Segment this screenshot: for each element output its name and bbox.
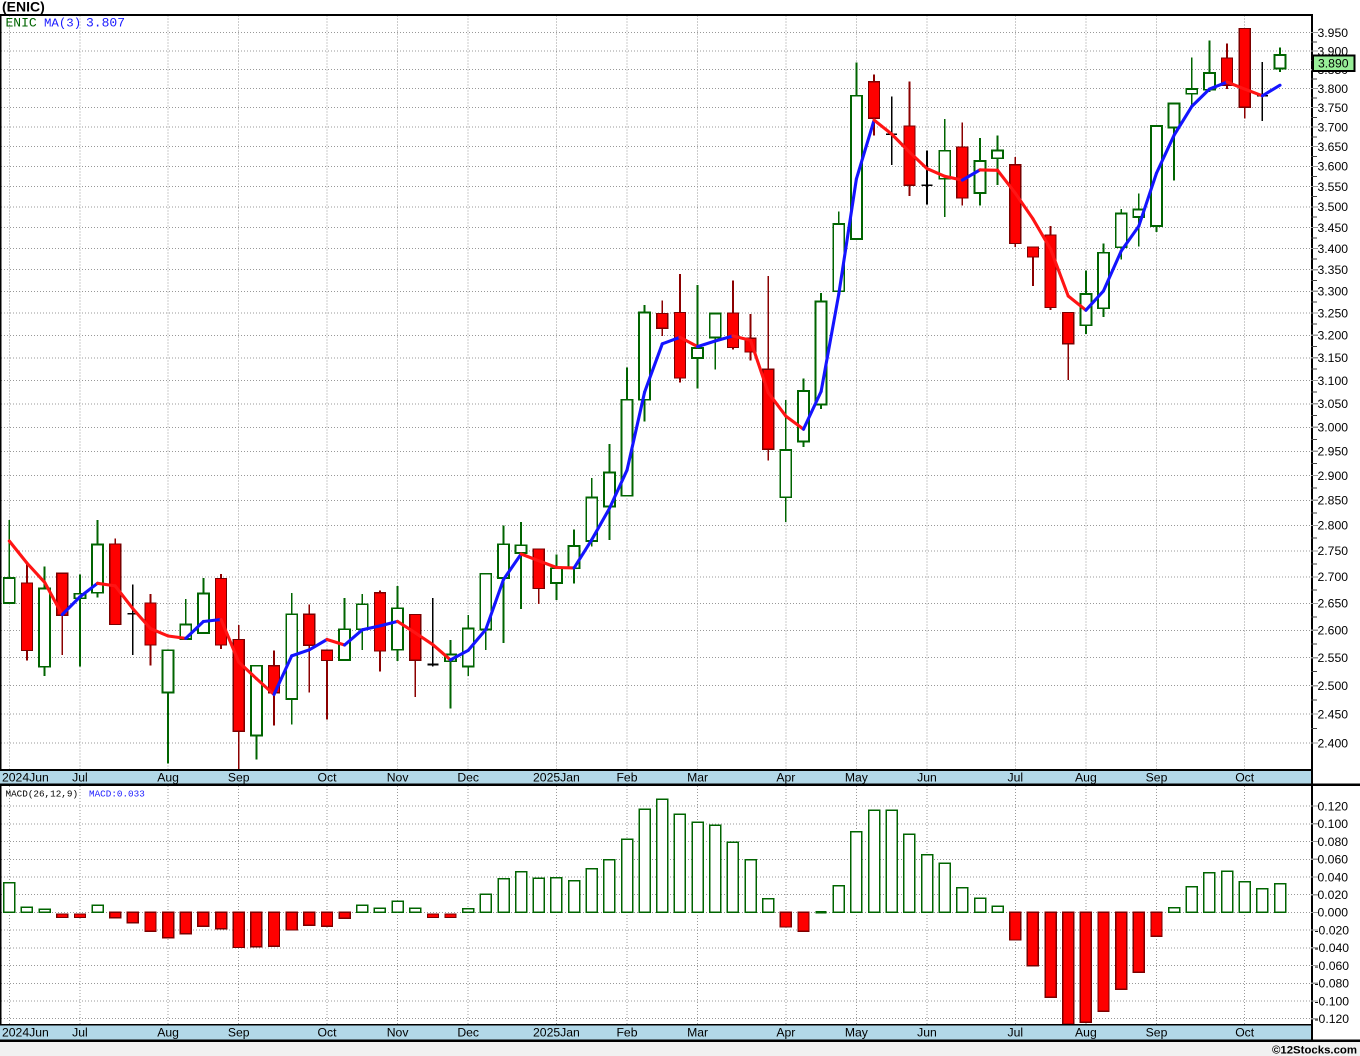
- svg-text:3.800: 3.800: [1318, 82, 1349, 96]
- svg-text:Jun: Jun: [917, 1026, 937, 1040]
- svg-text:Jul: Jul: [72, 770, 88, 784]
- svg-text:Sep: Sep: [1146, 1026, 1168, 1040]
- svg-text:3.890: 3.890: [1318, 56, 1349, 70]
- svg-text:3.100: 3.100: [1318, 374, 1349, 388]
- svg-text:0.080: 0.080: [1318, 835, 1349, 849]
- svg-text:Apr: Apr: [776, 770, 795, 784]
- svg-text:Sep: Sep: [228, 1026, 250, 1040]
- svg-text:ENIC: ENIC: [6, 16, 37, 31]
- svg-text:Oct: Oct: [318, 1026, 338, 1040]
- svg-text:Nov: Nov: [387, 1026, 410, 1040]
- svg-text:0.020: 0.020: [1318, 888, 1349, 902]
- svg-text:0.120: 0.120: [1318, 799, 1349, 813]
- svg-text:-0.040: -0.040: [1315, 941, 1350, 955]
- svg-text:2.800: 2.800: [1318, 519, 1349, 533]
- svg-text:3.200: 3.200: [1318, 329, 1349, 343]
- svg-text:3.500: 3.500: [1318, 200, 1349, 214]
- svg-text:3.300: 3.300: [1318, 285, 1349, 299]
- svg-text:Oct: Oct: [1235, 1026, 1255, 1040]
- svg-text:3.750: 3.750: [1318, 101, 1349, 115]
- svg-text:Feb: Feb: [616, 1026, 637, 1040]
- svg-text:3.400: 3.400: [1318, 242, 1349, 256]
- svg-text:Jul: Jul: [1008, 1026, 1024, 1040]
- svg-text:2024Jun: 2024Jun: [2, 1026, 49, 1040]
- svg-text:0.040: 0.040: [1318, 870, 1349, 884]
- svg-text:Jul: Jul: [1008, 770, 1024, 784]
- svg-text:2.900: 2.900: [1318, 469, 1349, 483]
- svg-text:MACD(26,12,9): MACD(26,12,9): [6, 789, 79, 800]
- svg-text:3.550: 3.550: [1318, 180, 1349, 194]
- svg-text:0.100: 0.100: [1318, 817, 1349, 831]
- svg-text:2.850: 2.850: [1318, 494, 1349, 508]
- svg-text:Aug: Aug: [157, 1026, 179, 1040]
- svg-text:MA(3): MA(3): [44, 17, 81, 31]
- svg-text:2.750: 2.750: [1318, 544, 1349, 558]
- svg-text:2.950: 2.950: [1318, 445, 1349, 459]
- svg-text:3.600: 3.600: [1318, 160, 1349, 174]
- svg-text:MACD:0.033: MACD:0.033: [89, 789, 145, 800]
- svg-text:2.500: 2.500: [1318, 679, 1349, 693]
- svg-text:Dec: Dec: [457, 770, 479, 784]
- svg-text:3.000: 3.000: [1318, 421, 1349, 435]
- svg-text:Aug: Aug: [157, 770, 179, 784]
- svg-text:Dec: Dec: [457, 1026, 479, 1040]
- svg-text:2025Jan: 2025Jan: [533, 770, 580, 784]
- svg-text:Jun: Jun: [917, 770, 937, 784]
- svg-text:-0.100: -0.100: [1315, 994, 1350, 1008]
- svg-text:May: May: [845, 1026, 869, 1040]
- svg-text:2.550: 2.550: [1318, 651, 1349, 665]
- svg-text:2025Jan: 2025Jan: [533, 1026, 580, 1040]
- svg-text:2.700: 2.700: [1318, 570, 1349, 584]
- svg-text:3.150: 3.150: [1318, 351, 1349, 365]
- svg-text:3.450: 3.450: [1318, 221, 1349, 235]
- svg-text:Apr: Apr: [776, 1026, 795, 1040]
- svg-text:Aug: Aug: [1075, 770, 1097, 784]
- svg-text:2024Jun: 2024Jun: [2, 770, 49, 784]
- svg-text:Aug: Aug: [1075, 1026, 1097, 1040]
- svg-text:2.600: 2.600: [1318, 624, 1349, 638]
- svg-text:Mar: Mar: [687, 1026, 708, 1040]
- svg-text:3.050: 3.050: [1318, 397, 1349, 411]
- svg-text:-0.020: -0.020: [1315, 923, 1350, 937]
- svg-text:2.400: 2.400: [1318, 736, 1349, 750]
- svg-text:2.650: 2.650: [1318, 597, 1349, 611]
- svg-text:©12Stocks.com: ©12Stocks.com: [1272, 1045, 1357, 1056]
- svg-text:0.000: 0.000: [1318, 906, 1349, 920]
- svg-text:3.807: 3.807: [86, 16, 125, 31]
- svg-text:-0.120: -0.120: [1315, 1012, 1350, 1026]
- svg-text:May: May: [845, 770, 869, 784]
- svg-text:Sep: Sep: [228, 770, 250, 784]
- svg-text:-0.080: -0.080: [1315, 977, 1350, 991]
- svg-text:Oct: Oct: [318, 770, 338, 784]
- svg-text:3.950: 3.950: [1318, 26, 1349, 40]
- svg-text:-0.060: -0.060: [1315, 959, 1350, 973]
- svg-text:Nov: Nov: [387, 770, 410, 784]
- svg-text:0.060: 0.060: [1318, 853, 1349, 867]
- svg-text:3.350: 3.350: [1318, 263, 1349, 277]
- svg-text:Oct: Oct: [1235, 770, 1255, 784]
- svg-text:Feb: Feb: [616, 770, 637, 784]
- svg-text:3.250: 3.250: [1318, 306, 1349, 320]
- svg-text:Jul: Jul: [72, 1026, 88, 1040]
- svg-text:3.700: 3.700: [1318, 120, 1349, 134]
- svg-text:Sep: Sep: [1146, 770, 1168, 784]
- svg-text:3.650: 3.650: [1318, 140, 1349, 154]
- svg-text:(ENIC): (ENIC): [2, 0, 45, 15]
- svg-text:2.450: 2.450: [1318, 707, 1349, 721]
- svg-text:Mar: Mar: [687, 770, 708, 784]
